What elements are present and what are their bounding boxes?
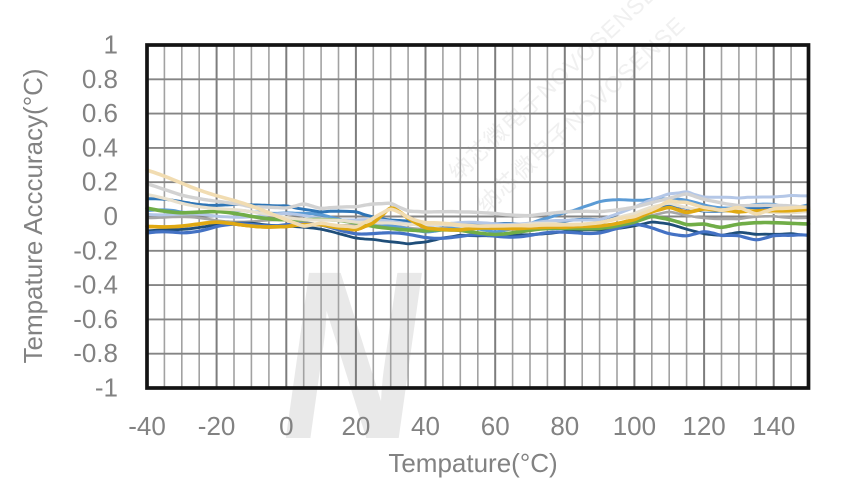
- svg-text:60: 60: [481, 411, 510, 441]
- svg-text:0: 0: [279, 411, 293, 441]
- svg-text:-0.2: -0.2: [73, 235, 118, 265]
- svg-text:Tempature Acccuracy(°C): Tempature Acccuracy(°C): [18, 68, 48, 363]
- svg-text:-1: -1: [95, 373, 118, 403]
- svg-text:100: 100: [613, 411, 656, 441]
- svg-text:-0.4: -0.4: [73, 270, 118, 300]
- svg-text:-0.8: -0.8: [73, 338, 118, 368]
- svg-text:0.4: 0.4: [82, 132, 118, 162]
- svg-text:-20: -20: [198, 411, 236, 441]
- svg-text:0: 0: [104, 201, 118, 231]
- svg-text:0.2: 0.2: [82, 167, 118, 197]
- svg-text:20: 20: [341, 411, 370, 441]
- svg-text:140: 140: [752, 411, 795, 441]
- svg-text:0.6: 0.6: [82, 98, 118, 128]
- svg-text:80: 80: [550, 411, 579, 441]
- svg-text:0.8: 0.8: [82, 64, 118, 94]
- svg-text:-40: -40: [128, 411, 166, 441]
- svg-text:1: 1: [104, 30, 118, 60]
- svg-text:-0.6: -0.6: [73, 304, 118, 334]
- svg-text:Tempature(°C): Tempature(°C): [388, 448, 557, 478]
- svg-text:40: 40: [411, 411, 440, 441]
- svg-text:120: 120: [682, 411, 725, 441]
